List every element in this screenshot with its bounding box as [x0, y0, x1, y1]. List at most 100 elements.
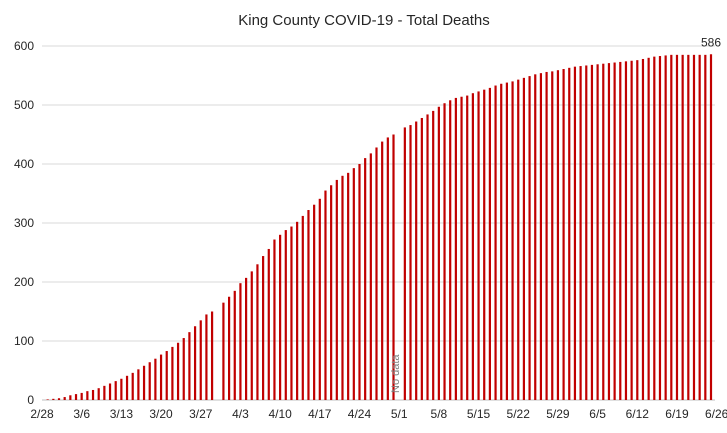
- bar: [86, 391, 89, 400]
- bar: [687, 54, 690, 400]
- no-data-label: No data: [390, 354, 402, 393]
- x-tick-label: 3/6: [73, 407, 90, 421]
- bar: [245, 277, 248, 400]
- bar: [613, 62, 616, 401]
- x-tick-label: 6/5: [589, 407, 606, 421]
- bar: [471, 93, 474, 400]
- bar: [335, 179, 338, 400]
- bar: [358, 164, 361, 400]
- bar: [120, 378, 123, 400]
- bar: [511, 81, 514, 401]
- bar: [341, 175, 344, 400]
- bar: [142, 365, 146, 400]
- bar: [284, 230, 287, 400]
- bar: [227, 296, 231, 400]
- bar: [432, 110, 435, 401]
- bar: [301, 215, 304, 400]
- y-tick-label: 300: [14, 216, 34, 230]
- y-tick-label: 200: [14, 275, 34, 289]
- bar: [222, 302, 225, 400]
- bar: [199, 320, 202, 400]
- bar: [148, 362, 151, 400]
- bar: [636, 60, 639, 400]
- y-tick-label: 100: [14, 334, 34, 348]
- y-tick-label: 600: [14, 39, 34, 53]
- bar: [57, 398, 61, 400]
- bar: [454, 97, 457, 401]
- bar: [488, 87, 491, 400]
- bar: [103, 385, 106, 400]
- bar: [386, 137, 389, 400]
- x-tick-label: 4/17: [308, 407, 332, 421]
- bar: [630, 60, 633, 400]
- bar: [658, 56, 662, 400]
- bar: [74, 394, 78, 400]
- bar: [52, 398, 55, 400]
- x-tick-label: 6/12: [626, 407, 650, 421]
- annotations: 586 No data: [390, 35, 721, 393]
- x-tick-label: 5/29: [546, 407, 570, 421]
- bar: [364, 158, 367, 400]
- chart-title: King County COVID-19 - Total Deaths: [238, 12, 490, 29]
- bar: [551, 71, 554, 401]
- bar: [573, 66, 577, 401]
- bar: [262, 256, 265, 400]
- bar: [426, 114, 429, 400]
- bar: [698, 54, 701, 400]
- bar: [307, 210, 310, 400]
- bar: [210, 311, 214, 400]
- bar: [193, 326, 197, 400]
- bar: [80, 392, 83, 400]
- y-tick-label: 500: [14, 98, 34, 112]
- bar: [420, 117, 423, 400]
- x-tick-label: 2/28: [30, 407, 54, 421]
- bar: [381, 141, 384, 400]
- bar: [562, 69, 565, 400]
- x-tick-label: 4/10: [268, 407, 292, 421]
- bar: [624, 61, 628, 401]
- bar: [568, 67, 571, 400]
- bar: [91, 389, 95, 400]
- bar: [330, 185, 333, 400]
- bar: [279, 234, 282, 400]
- bar: [415, 121, 418, 401]
- x-axis-ticks: 2/28 3/6 3/13 3/20 3/27 4/3 4/10 4/17 4/24 5/1 5/8…: [30, 407, 727, 421]
- x-tick-label: 5/15: [467, 407, 491, 421]
- bar: [500, 83, 503, 400]
- x-tick-label: 4/3: [232, 407, 249, 421]
- bar: [443, 103, 446, 400]
- bar: [318, 198, 321, 400]
- bar: [602, 63, 605, 400]
- bar: [675, 54, 679, 400]
- bar: [466, 95, 469, 400]
- bar: [125, 375, 129, 400]
- bar: [653, 56, 656, 401]
- bar: [534, 74, 537, 400]
- y-tick-label: 0: [27, 393, 34, 407]
- x-tick-label: 5/8: [431, 407, 448, 421]
- bar: [641, 58, 645, 400]
- bar: [709, 54, 713, 400]
- bar: [664, 55, 667, 400]
- bar: [403, 127, 406, 401]
- x-tick-label: 6/19: [665, 407, 689, 421]
- bar: [607, 63, 611, 401]
- bar: [97, 388, 100, 400]
- bar: [545, 71, 548, 401]
- bar: [590, 64, 594, 400]
- bar: [313, 204, 316, 400]
- x-tick-label: 6/26: [705, 407, 727, 421]
- bar: [171, 346, 174, 400]
- x-tick-label: 5/1: [391, 407, 408, 421]
- bar: [528, 76, 531, 400]
- bar: [267, 248, 270, 400]
- x-tick-label: 3/20: [149, 407, 173, 421]
- bar: [233, 290, 236, 400]
- bar: [182, 338, 185, 400]
- bar: [239, 283, 242, 400]
- bar: [188, 332, 191, 400]
- bar: [352, 168, 355, 400]
- bar: [176, 342, 180, 400]
